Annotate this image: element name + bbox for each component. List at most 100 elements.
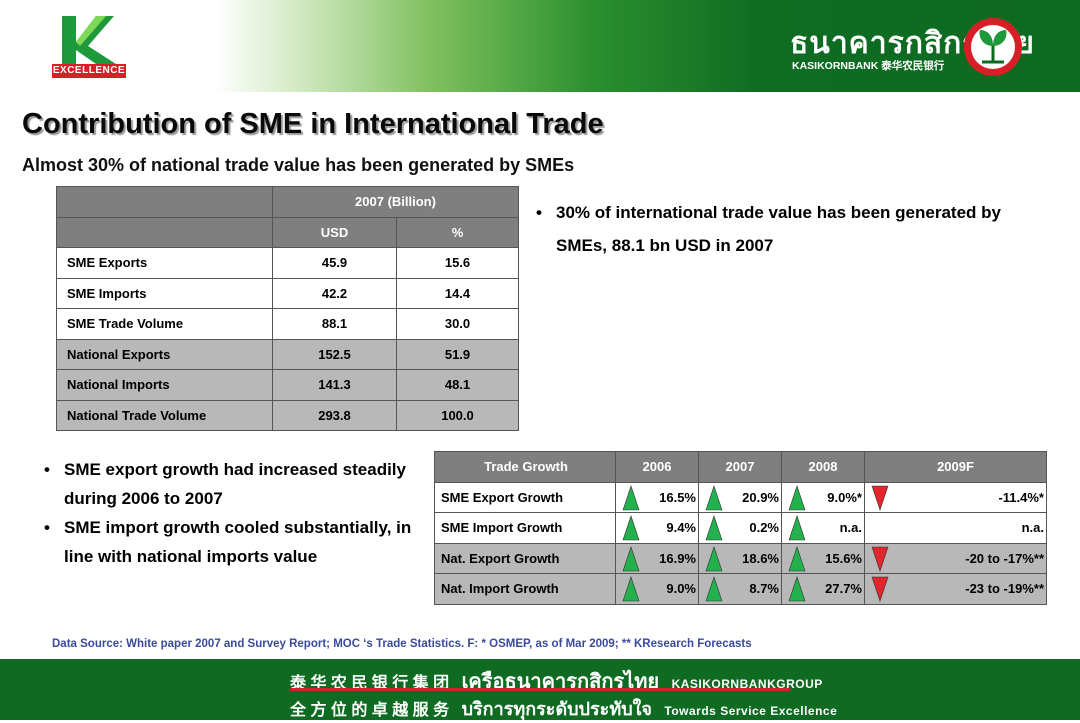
down-arrow-icon: [871, 546, 889, 572]
row-pct: 14.4: [396, 277, 519, 309]
footer-line-1: 泰 华 农 民 银 行 集 团 เครือธนาคารกสิกรไทย KASI…: [290, 665, 823, 697]
row-label: National Imports: [56, 369, 273, 401]
growth-cell: n.a.: [864, 512, 1047, 544]
footer-divider: [290, 688, 790, 691]
growth-value: n.a.: [839, 520, 862, 536]
bullet-dot-icon: •: [44, 518, 50, 537]
up-arrow-icon: [622, 545, 640, 571]
table-header-empty: [56, 216, 273, 248]
growth-header: 2007: [698, 451, 782, 483]
trade-growth-table: Trade Growth 2006 2007 2008 2009F SME Ex…: [434, 451, 1047, 605]
growth-cell: 16.9%: [615, 542, 699, 574]
table-row: National Imports 141.3 48.1: [56, 369, 519, 401]
bullet-dot-icon: •: [536, 203, 542, 222]
up-arrow-icon: [788, 515, 806, 541]
up-arrow-icon: [622, 484, 640, 510]
row-pct: 15.6: [396, 247, 519, 279]
growth-value: 16.5%: [659, 489, 696, 505]
table-row: National Trade Volume 293.8 100.0: [56, 399, 519, 431]
growth-cell: 18.6%: [698, 542, 782, 574]
table-row: SME Export Growth 16.5% 20.9% 9.0%* -11.4%*: [434, 481, 1047, 513]
growth-row-label: SME Export Growth: [434, 481, 616, 513]
footer-cn-1: 泰 华 农 民 银 行 集 团: [290, 675, 450, 692]
bullet-text: 30% of international trade value has bee…: [556, 203, 1001, 255]
table-row: SME Trade Volume 88.1 30.0: [56, 308, 519, 340]
growth-value: 9.4%: [666, 520, 696, 536]
footer-banner: 泰 华 农 民 银 行 集 团 เครือธนาคารกสิกรไทย KASI…: [0, 659, 1080, 720]
growth-value: 8.7%: [749, 581, 779, 597]
bullet-item: • SME export growth had increased steadi…: [44, 455, 424, 513]
growth-cell: 9.0%*: [781, 481, 865, 513]
table-row: SME Exports 45.9 15.6: [56, 247, 519, 279]
table-row: SME Import Growth 9.4% 0.2% n.a. n.a.: [434, 512, 1047, 544]
row-usd: 293.8: [272, 399, 397, 431]
up-arrow-icon: [622, 515, 640, 541]
table-row: SME Imports 42.2 14.4: [56, 277, 519, 309]
k-excellence-logo: [62, 16, 116, 64]
growth-cell: n.a.: [781, 512, 865, 544]
footer-cn-2: 全 方 位 的 卓 越 服 务: [290, 702, 450, 719]
down-arrow-icon: [871, 485, 889, 511]
table-row: Nat. Import Growth 9.0% 8.7% 27.7% -23 to -1…: [434, 573, 1047, 605]
data-source-note: Data Source: White paper 2007 and Survey…: [52, 638, 752, 650]
bullet-text: SME import growth cooled substantially, …: [64, 518, 412, 566]
growth-cell: 15.6%: [781, 542, 865, 574]
row-pct: 51.9: [396, 338, 519, 370]
growth-value: -20 to -17%**: [965, 550, 1044, 566]
table-group-header: 2007 (Billion): [272, 186, 519, 218]
growth-cell: 0.2%: [698, 512, 782, 544]
growth-value: 16.9%: [659, 550, 696, 566]
growth-cell: 9.4%: [615, 512, 699, 544]
growth-row-label: Nat. Export Growth: [434, 542, 616, 574]
growth-value: -11.4%*: [998, 489, 1044, 505]
up-arrow-icon: [788, 576, 806, 602]
growth-notes-bullets: • SME export growth had increased steadi…: [44, 455, 424, 571]
row-usd: 42.2: [272, 277, 397, 309]
growth-value: 27.7%: [825, 581, 862, 597]
bullet-item: • SME import growth cooled substantially…: [44, 513, 424, 571]
row-label: SME Exports: [56, 247, 273, 279]
footer-eng-1: KASIKORNBANKGROUP: [671, 677, 823, 691]
growth-cell: -20 to -17%**: [864, 542, 1047, 574]
growth-value: 0.2%: [749, 520, 779, 536]
row-usd: 88.1: [272, 308, 397, 340]
sme-trade-table: 2007 (Billion) USD % SME Exports 45.9 15…: [56, 186, 519, 431]
excellence-label: EXCELLENCE: [52, 64, 126, 78]
growth-value: -23 to -19%**: [965, 581, 1044, 597]
page-title: Contribution of SME in International Tra…: [22, 108, 604, 140]
row-label: SME Imports: [56, 277, 273, 309]
footer-thai-1: เครือธนาคารกสิกรไทย: [461, 671, 660, 693]
header-banner: [0, 0, 1080, 92]
bank-english-name: KASIKORNBANK 泰华农民银行: [792, 60, 945, 72]
growth-header: Trade Growth: [434, 451, 616, 483]
down-arrow-icon: [871, 576, 889, 602]
growth-value: 18.6%: [742, 550, 779, 566]
row-usd: 152.5: [272, 338, 397, 370]
table-header-empty: [56, 186, 273, 218]
growth-header: 2008: [781, 451, 865, 483]
growth-row-label: SME Import Growth: [434, 512, 616, 544]
growth-row-label: Nat. Import Growth: [434, 573, 616, 605]
footer-eng-2: Towards Service Excellence: [664, 704, 838, 718]
up-arrow-icon: [622, 576, 640, 602]
up-arrow-icon: [788, 484, 806, 510]
row-label: SME Trade Volume: [56, 308, 273, 340]
row-usd: 45.9: [272, 247, 397, 279]
key-finding-bullets: • 30% of international trade value has b…: [536, 196, 1016, 262]
growth-cell: 16.5%: [615, 481, 699, 513]
row-pct: 30.0: [396, 308, 519, 340]
growth-value: n.a.: [1021, 520, 1044, 536]
growth-cell: 27.7%: [781, 573, 865, 605]
footer-thai-2: บริการทุกระดับประทับใจ: [461, 699, 652, 719]
table-header-usd: USD: [272, 216, 397, 248]
up-arrow-icon: [705, 515, 723, 541]
growth-value: 9.0%*: [827, 489, 862, 505]
table-row: Nat. Export Growth 16.9% 18.6% 15.6% -20 to …: [434, 542, 1047, 574]
bullet-item: • 30% of international trade value has b…: [536, 196, 1016, 262]
table-header-pct: %: [396, 216, 519, 248]
row-label: National Trade Volume: [56, 399, 273, 431]
up-arrow-icon: [788, 545, 806, 571]
growth-value: 9.0%: [666, 581, 696, 597]
growth-cell: 20.9%: [698, 481, 782, 513]
growth-value: 20.9%: [742, 489, 779, 505]
